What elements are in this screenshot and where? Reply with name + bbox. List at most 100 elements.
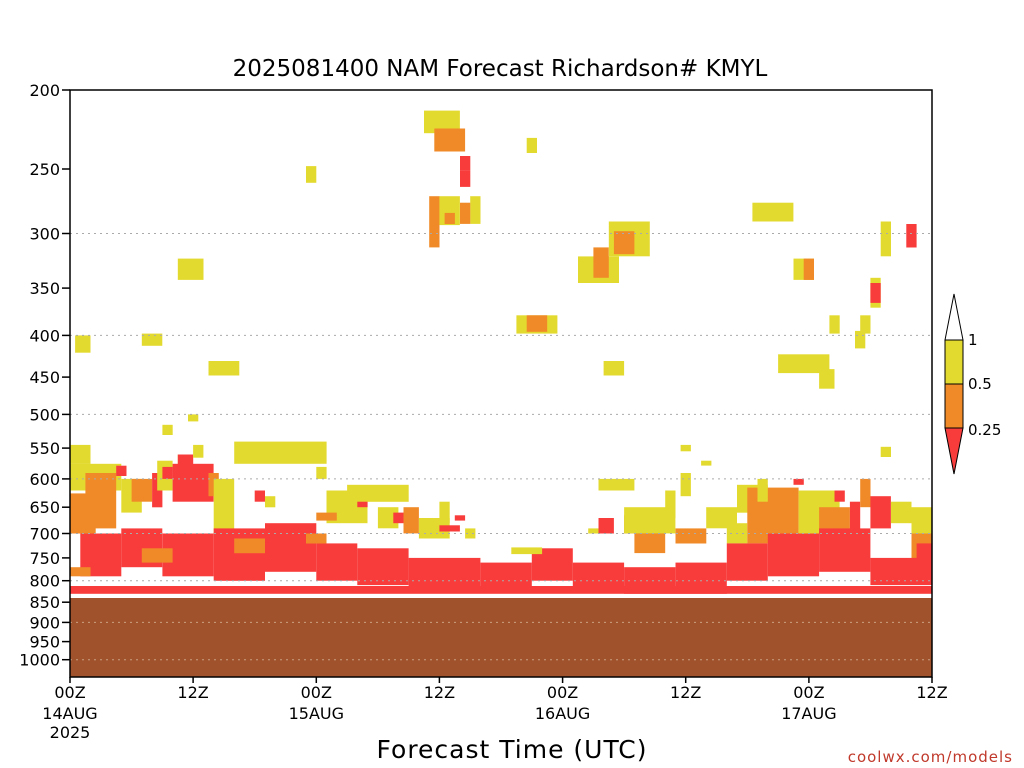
- heatmap-cell: [70, 493, 96, 534]
- y-tick-label: 300: [29, 225, 60, 244]
- heatmap-cell: [131, 478, 153, 502]
- heatmap-cell: [767, 533, 820, 577]
- heatmap-cell: [70, 444, 91, 464]
- heatmap-cell: [526, 315, 548, 332]
- heatmap-cell: [70, 567, 91, 577]
- legend-label: 0.5: [968, 375, 992, 393]
- heatmap-cell: [265, 523, 317, 572]
- y-tick-label: 500: [29, 405, 60, 424]
- heatmap-cell: [316, 466, 327, 479]
- heatmap-cell: [829, 315, 840, 334]
- legend-label: 0.25: [968, 421, 1001, 439]
- heatmap-cell: [434, 128, 466, 152]
- heatmap-cells: [70, 110, 932, 594]
- heatmap-cell: [819, 369, 835, 389]
- heatmap-cell: [460, 170, 471, 187]
- heatmap-cell: [665, 490, 676, 518]
- heatmap-cell: [834, 490, 845, 502]
- x-tick-label: 12Z: [916, 683, 947, 702]
- heatmap-cell: [778, 354, 830, 374]
- heatmap-cell: [598, 518, 614, 534]
- y-tick-label: 850: [29, 593, 60, 612]
- heatmap-cell: [116, 465, 127, 476]
- heatmap-cell: [757, 478, 768, 502]
- y-tick-label: 350: [29, 279, 60, 298]
- heatmap-cell: [377, 507, 399, 529]
- heatmap-cell: [460, 156, 471, 171]
- heatmap-cell: [213, 478, 235, 534]
- heatmap-cell: [849, 501, 861, 534]
- heatmap-cell: [870, 283, 881, 303]
- y-tick-label: 200: [29, 81, 60, 100]
- y-tick-label: 750: [29, 549, 60, 568]
- legend-arrow-top: [944, 293, 964, 341]
- heatmap-cell: [675, 528, 707, 544]
- x-tick-label: 00Z: [54, 683, 85, 702]
- y-tick-label: 400: [29, 326, 60, 345]
- legend-swatch: [944, 383, 964, 429]
- heatmap-cell: [855, 330, 866, 349]
- heatmap-cell: [870, 496, 891, 529]
- y-tick-label: 800: [29, 572, 60, 591]
- heatmap-cell: [213, 528, 265, 581]
- legend-label: 1: [968, 331, 978, 349]
- heatmap-cell: [803, 258, 814, 280]
- heatmap-cell: [234, 441, 327, 464]
- heatmap-cell: [891, 501, 912, 524]
- heatmap-cell: [347, 484, 409, 502]
- heatmap-cell: [429, 196, 440, 248]
- heatmap-cell: [254, 490, 265, 502]
- heatmap-cell: [177, 454, 194, 467]
- heatmap-cell: [906, 224, 917, 248]
- heatmap-cell: [880, 221, 891, 257]
- heatmap-cell: [177, 258, 204, 280]
- heatmap-cell: [480, 562, 532, 590]
- heatmap-cell: [701, 460, 712, 466]
- heatmap-cell: [424, 110, 460, 134]
- heatmap-cell: [444, 212, 455, 224]
- heatmap-cell: [172, 463, 214, 502]
- heatmap-cell: [439, 525, 460, 532]
- heatmap-cell: [357, 501, 368, 508]
- heatmap-cell: [598, 478, 635, 491]
- heatmap-cell: [460, 202, 471, 224]
- y-tick-label: 250: [29, 160, 60, 179]
- y-tick-label: 900: [29, 613, 60, 632]
- x-tick-sublabel: 17AUG: [781, 704, 836, 723]
- heatmap-cell: [819, 528, 871, 572]
- heatmap-cell: [316, 543, 358, 581]
- y-tick-label: 650: [29, 498, 60, 517]
- x-tick-label: 00Z: [301, 683, 332, 702]
- x-tick-sublabel: 2025: [50, 723, 91, 742]
- plot-frame: [69, 89, 933, 678]
- heatmap-cell: [706, 507, 737, 529]
- x-tick-label: 12Z: [424, 683, 455, 702]
- x-tick-label: 00Z: [547, 683, 578, 702]
- heatmap-cell: [193, 444, 204, 458]
- heatmap-cell: [572, 562, 625, 590]
- heatmap-cell: [306, 166, 317, 183]
- y-tick-label: 550: [29, 439, 60, 458]
- heatmap-cell: [408, 557, 481, 590]
- heatmap-cell: [511, 547, 543, 555]
- heatmap-cell: [860, 315, 871, 334]
- heatmap-cell: [403, 507, 419, 534]
- heatmap-cell: [680, 473, 691, 497]
- heatmap-cell: [234, 538, 265, 554]
- heatmap-cell: [208, 361, 240, 376]
- y-tick-label: 1000: [19, 651, 60, 670]
- chart-title: 2025081400 NAM Forecast Richardson# KMYL: [233, 56, 768, 82]
- heatmap-cell: [465, 528, 476, 539]
- heatmap-cell: [860, 478, 871, 508]
- heatmap-cell: [162, 466, 173, 479]
- heatmap-cell: [880, 446, 891, 457]
- heatmap-cell: [588, 528, 604, 534]
- x-tick-sublabel: 15AUG: [289, 704, 344, 723]
- ground-fill: [70, 598, 932, 677]
- x-axis-label: Forecast Time (UTC): [377, 735, 648, 764]
- heatmap-cell: [162, 424, 173, 435]
- legend: 1 0.5 0.25: [944, 293, 1001, 475]
- heatmap-cell: [141, 333, 163, 346]
